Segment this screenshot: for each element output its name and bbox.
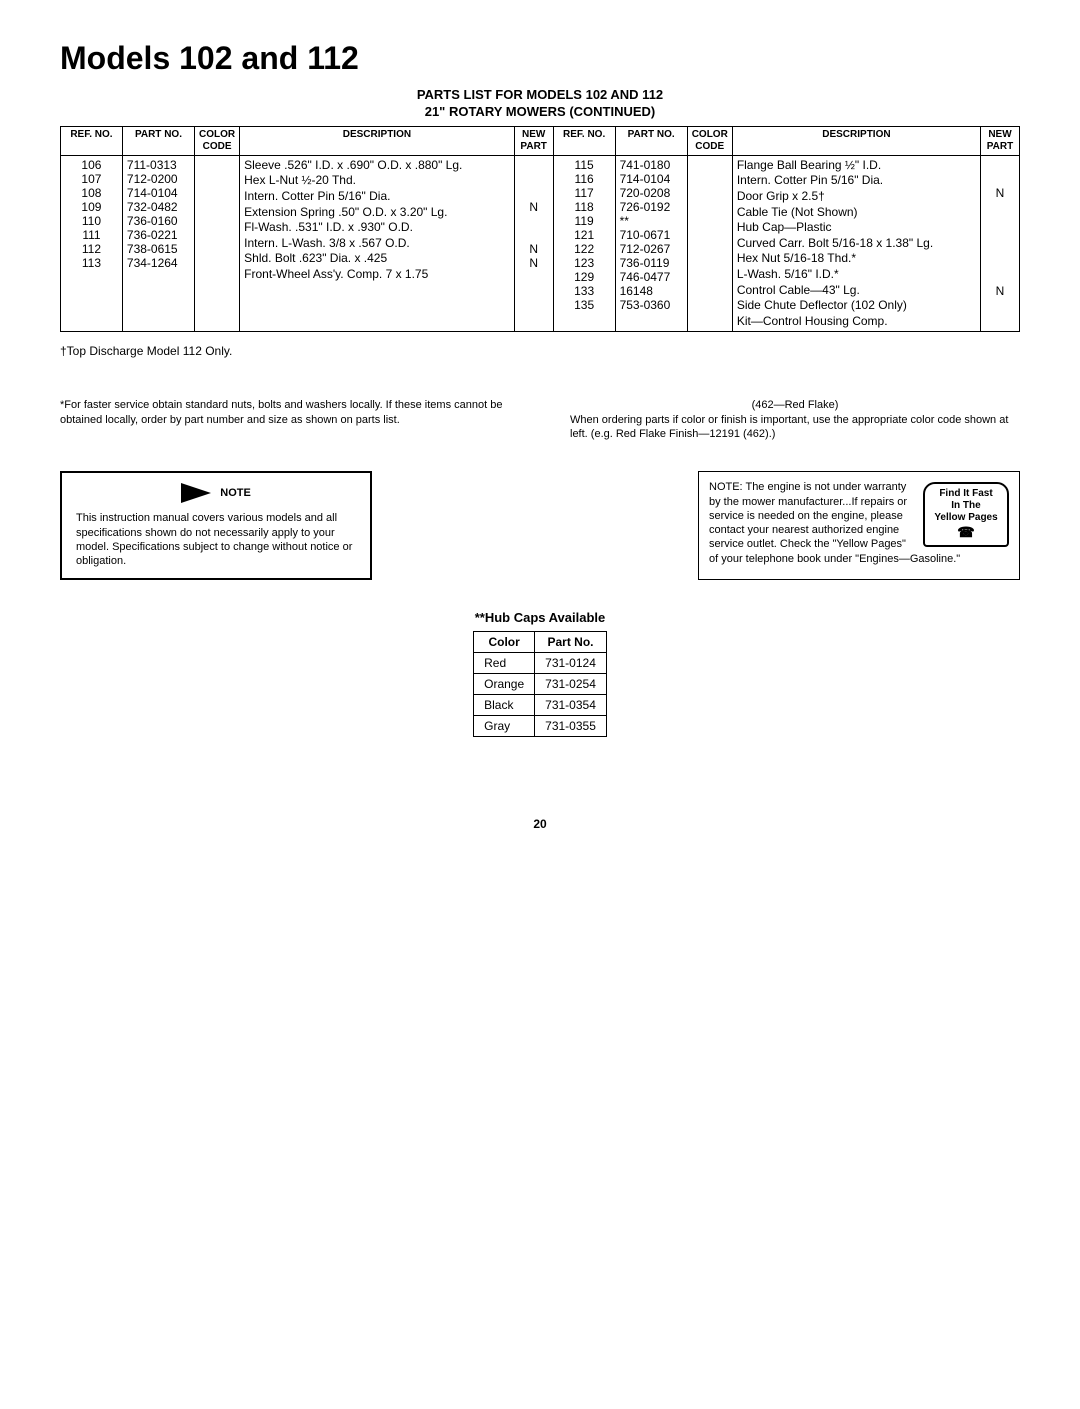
hubcaps-row: Orange731-0254 [474,674,607,695]
note-box: NOTE This instruction manual covers vari… [60,471,372,580]
hubcaps-color: Orange [474,674,535,695]
yellow-pages-badge: Find It Fast In The Yellow Pages ☎ [923,482,1009,547]
header-ref2: REF. NO. [553,126,615,155]
phone-icon: ☎ [931,524,1001,541]
cell-ref: 115 116 117 118 119 121 122 123 129 133 … [553,155,615,332]
header-color2: COLOR CODE [687,126,732,155]
header-part2: PART NO. [615,126,687,155]
top-discharge-footnote: †Top Discharge Model 112 Only. [60,344,1020,358]
hub-caps-table: Color Part No. Red731-0124Orange731-0254… [473,631,607,737]
header-desc2: DESCRIPTION [732,126,980,155]
subtitle-line1: PARTS LIST FOR MODELS 102 AND 112 [417,87,663,102]
table-subtitle: PARTS LIST FOR MODELS 102 AND 112 21" RO… [60,87,1020,121]
hubcaps-part: 731-0124 [535,653,607,674]
hubcaps-row: Black731-0354 [474,695,607,716]
cell-new: N N N [514,155,553,332]
hubcaps-color: Gray [474,716,535,737]
cell-desc: Sleeve .526" I.D. x .690" O.D. x .880" L… [240,155,515,332]
cell-part: 711-0313 712-0200 714-0104 732-0482 736-… [122,155,194,332]
yp-line2: In The [931,500,1001,512]
engine-warranty-box: Find It Fast In The Yellow Pages ☎ NOTE:… [698,471,1020,580]
header-desc: DESCRIPTION [240,126,515,155]
hubcaps-part: 731-0254 [535,674,607,695]
hubcaps-header-row: Color Part No. [474,632,607,653]
parts-table: REF. NO. PART NO. COLOR CODE DESCRIPTION… [60,126,1020,333]
faster-service-note: *For faster service obtain standard nuts… [60,398,510,441]
cell-color [195,155,240,332]
hubcaps-part: 731-0355 [535,716,607,737]
arrow-icon [181,483,211,503]
cell-part: 741-0180 714-0104 720-0208 726-0192 ** 7… [615,155,687,332]
hub-caps-title: **Hub Caps Available [60,610,1020,625]
hubcaps-part: 731-0354 [535,695,607,716]
page-number: 20 [60,817,1020,831]
hubcaps-row: Red731-0124 [474,653,607,674]
cell-color [687,155,732,332]
header-new: NEW PART [514,126,553,155]
yp-line1: Find It Fast [931,488,1001,500]
subtitle-line2: 21" ROTARY MOWERS (CONTINUED) [425,104,656,119]
header-part: PART NO. [122,126,194,155]
header-ref: REF. NO. [61,126,123,155]
hubcaps-color: Black [474,695,535,716]
hubcaps-row: Gray731-0355 [474,716,607,737]
page-title: Models 102 and 112 [60,40,1020,77]
cell-ref: 106 107 108 109 110 111 112 113 [61,155,123,332]
header-new2: NEW PART [981,126,1020,155]
hub-caps-section: **Hub Caps Available Color Part No. Red7… [60,610,1020,737]
info-boxes-row: NOTE This instruction manual covers vari… [60,471,1020,580]
color-ordering-note: (462—Red Flake) When ordering parts if c… [570,398,1020,441]
header-color: COLOR CODE [195,126,240,155]
hubcaps-header-color: Color [474,632,535,653]
cell-desc: Flange Ball Bearing ½" I.D. Intern. Cott… [732,155,980,332]
notes-columns: *For faster service obtain standard nuts… [60,398,1020,441]
red-flake-label: (462—Red Flake) [570,398,1020,412]
table-row: 106 107 108 109 110 111 112 113711-0313 … [61,155,1020,332]
note-label: NOTE [220,487,251,499]
hubcaps-color: Red [474,653,535,674]
note-text: This instruction manual covers various m… [76,511,356,568]
yp-line3: Yellow Pages [931,512,1001,524]
ordering-text: When ordering parts if color or finish i… [570,413,1020,442]
cell-new: N N [981,155,1020,332]
hubcaps-header-part: Part No. [535,632,607,653]
table-header-row: REF. NO. PART NO. COLOR CODE DESCRIPTION… [61,126,1020,155]
